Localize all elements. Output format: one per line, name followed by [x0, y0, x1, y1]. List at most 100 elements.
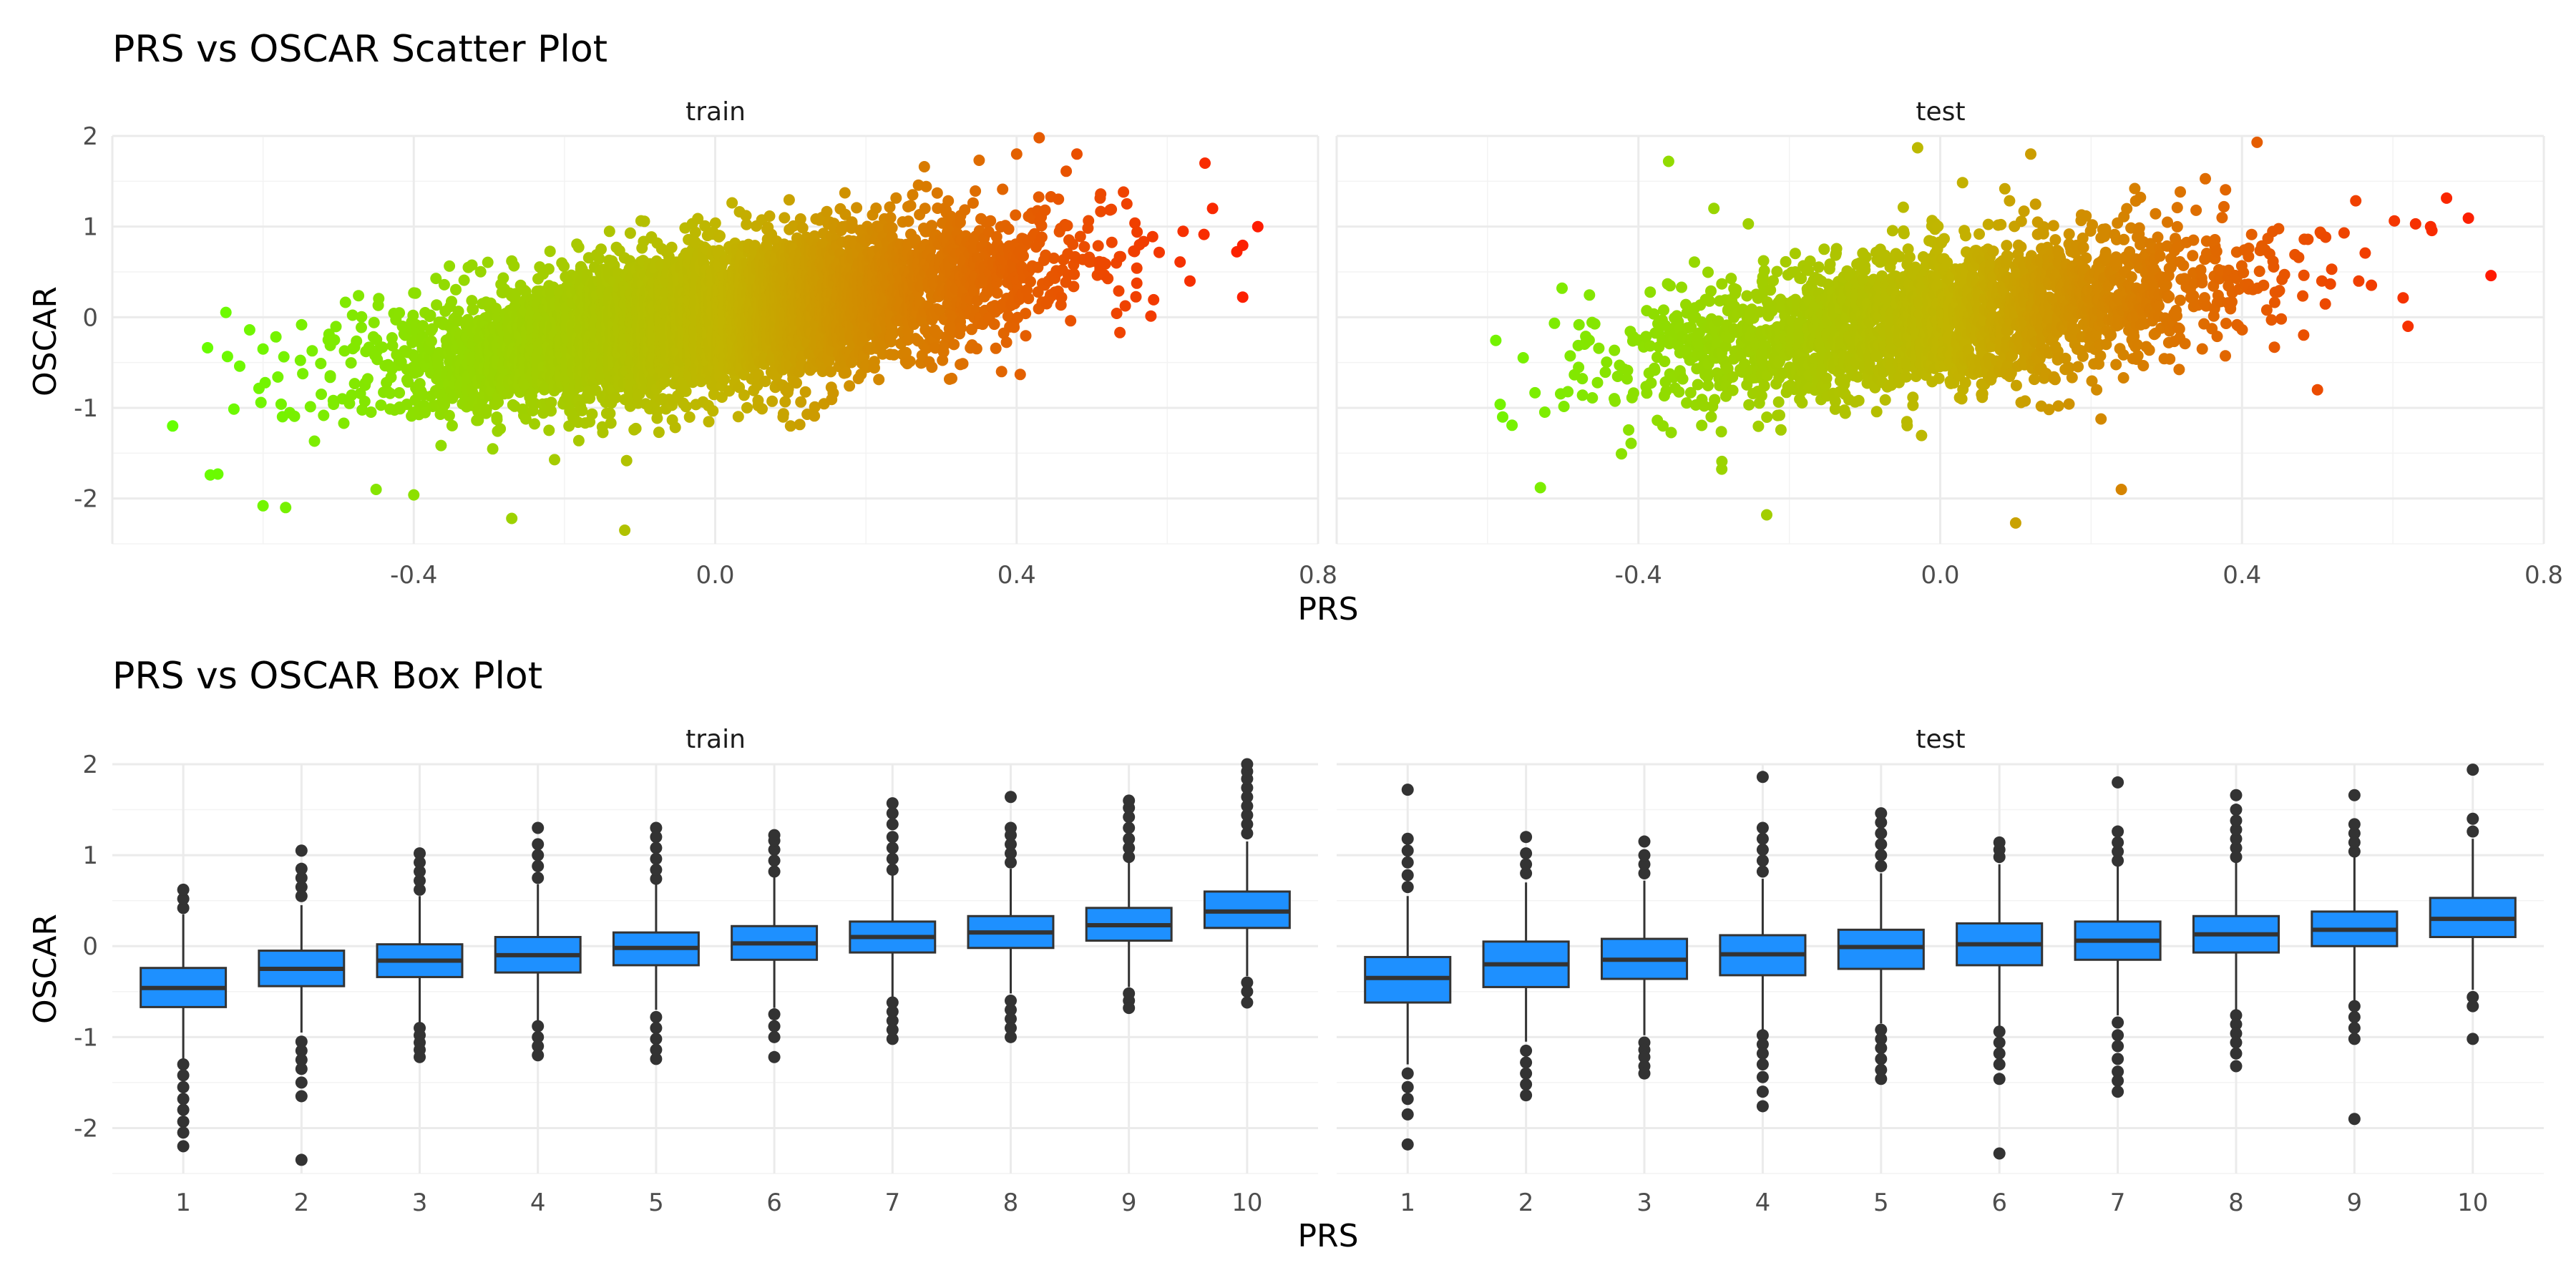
- scatter-point: [799, 386, 811, 398]
- scatter-point: [544, 245, 556, 258]
- scatter-point: [732, 411, 744, 423]
- scatter-point: [228, 403, 240, 415]
- scatter-point: [330, 321, 342, 333]
- scatter-point: [384, 387, 396, 399]
- scatter-point: [497, 272, 509, 284]
- scatter-point: [741, 218, 753, 230]
- scatter-point: [324, 370, 336, 382]
- scatter-point: [707, 405, 719, 417]
- scatter-point: [368, 316, 380, 328]
- scatter-point: [328, 399, 340, 410]
- scatter-point: [597, 426, 609, 439]
- scatter-point: [444, 260, 456, 272]
- scatter-point: [638, 215, 650, 228]
- scatter-title: PRS vs OSCAR Scatter Plot: [112, 28, 608, 71]
- scatter-point: [450, 283, 462, 296]
- scatter-point: [827, 387, 839, 399]
- scatter-point: [345, 357, 357, 369]
- scatter-point: [439, 399, 451, 411]
- scatter-point: [680, 385, 692, 397]
- scatter-point: [370, 484, 382, 495]
- scatter-point: [529, 418, 540, 430]
- scatter-point: [257, 499, 269, 512]
- scatter-points: [167, 132, 1264, 536]
- scatter-point: [549, 454, 560, 466]
- scatter-strip-test: test: [1916, 97, 1965, 127]
- scatter-point: [783, 194, 795, 206]
- scatter-point: [353, 290, 365, 302]
- scatter-point: [620, 454, 633, 467]
- scatter-point: [794, 419, 806, 431]
- scatter-point: [402, 376, 414, 388]
- scatter-point: [446, 419, 458, 431]
- scatter-point: [202, 342, 214, 353]
- scatter-point: [726, 197, 738, 209]
- scatter-point: [777, 408, 789, 420]
- scatter-point: [651, 412, 663, 424]
- scatter-point: [356, 311, 368, 323]
- scatter-point: [506, 512, 518, 525]
- scatter-point: [492, 396, 504, 409]
- scatter-point: [839, 187, 851, 199]
- scatter-point: [572, 241, 585, 253]
- scatter-point: [624, 227, 636, 239]
- scatter-point: [509, 288, 522, 300]
- scatter-point: [297, 368, 309, 380]
- scatter-point: [212, 468, 224, 480]
- scatter-point: [257, 343, 269, 355]
- scatter-point: [605, 417, 617, 429]
- scatter-point: [243, 324, 255, 336]
- scatter-point: [272, 371, 284, 383]
- scatter-point: [346, 389, 358, 401]
- scatter-point: [593, 253, 605, 265]
- scatter-point: [543, 424, 555, 436]
- scatter-point: [356, 321, 367, 333]
- scatter-point: [689, 226, 701, 238]
- scatter-point: [280, 502, 292, 514]
- scatter-point: [572, 434, 585, 447]
- scatter-point: [840, 366, 852, 379]
- scatter-point: [665, 241, 678, 253]
- scatter-point: [576, 404, 588, 416]
- scatter-point: [376, 341, 389, 353]
- scatter-point: [482, 256, 494, 268]
- scatter-point: [709, 217, 721, 229]
- scatter-point: [519, 413, 532, 425]
- scatter-point: [487, 443, 499, 455]
- scatter-point: [452, 315, 464, 327]
- scatter-point: [351, 335, 363, 347]
- scatter-point: [844, 380, 856, 392]
- scatter-point: [167, 420, 179, 432]
- scatter-point: [308, 435, 321, 447]
- scatter-point: [468, 389, 479, 401]
- scatter-point: [346, 309, 358, 321]
- scatter-point: [338, 417, 350, 429]
- scatter-point: [296, 318, 308, 331]
- scatter-point: [669, 421, 681, 434]
- scatter-point: [394, 387, 406, 399]
- scatter-point: [270, 331, 282, 343]
- scatter-point: [431, 299, 443, 311]
- scatter-point: [394, 307, 406, 319]
- scatter-point: [703, 416, 715, 428]
- scatter-point: [714, 230, 726, 242]
- scatter-point: [435, 439, 447, 452]
- scatter-point: [756, 403, 768, 415]
- scatter-point: [304, 401, 316, 413]
- scatter-point: [288, 410, 301, 422]
- scatter-point: [545, 396, 557, 409]
- scatter-point: [763, 210, 776, 222]
- scatter-point: [491, 414, 503, 426]
- scatter-point: [373, 293, 385, 305]
- scatter-point: [467, 303, 479, 316]
- scatter-point: [630, 422, 642, 434]
- scatter-point: [851, 202, 863, 214]
- scatter-point: [490, 303, 502, 314]
- scatter-point: [466, 259, 478, 271]
- scatter-point: [316, 389, 327, 400]
- scatter-point: [586, 408, 598, 420]
- scatter-point: [466, 295, 478, 307]
- scatter-point: [474, 265, 487, 278]
- scatter-point: [328, 334, 341, 346]
- scatter-point: [361, 373, 374, 385]
